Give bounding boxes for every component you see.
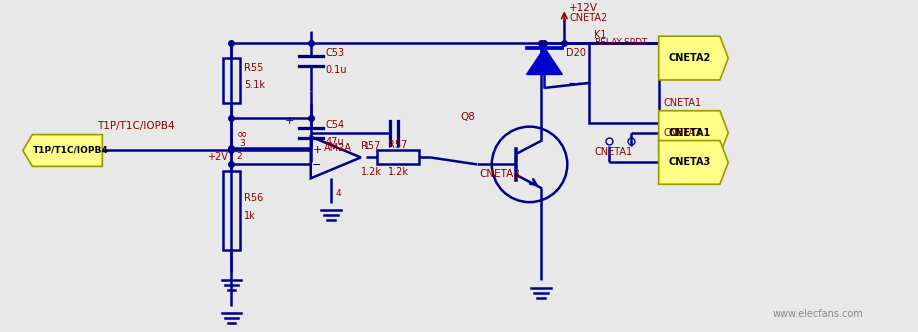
Bar [589, 43, 659, 123]
Text: CNETA1: CNETA1 [668, 127, 711, 137]
Text: CNETA1: CNETA1 [594, 147, 633, 157]
Polygon shape [659, 140, 728, 184]
Text: R57: R57 [388, 139, 408, 149]
Text: 1: 1 [364, 142, 370, 151]
Polygon shape [23, 134, 102, 166]
Text: 2: 2 [237, 152, 242, 161]
Polygon shape [659, 111, 728, 154]
Text: Q8: Q8 [460, 112, 475, 122]
Text: R57: R57 [361, 141, 380, 151]
Text: 3: 3 [240, 138, 245, 147]
Text: CNETA2: CNETA2 [569, 13, 608, 23]
Text: 5.1k: 5.1k [244, 80, 265, 90]
Text: C53: C53 [326, 48, 345, 58]
Text: −: − [312, 160, 321, 170]
Text: CNETA1: CNETA1 [664, 98, 701, 108]
Text: +: + [312, 145, 321, 155]
Text: 47u: 47u [326, 136, 344, 146]
Bar [377, 150, 419, 164]
Text: 1.2k: 1.2k [361, 167, 382, 177]
Text: 1.2k: 1.2k [387, 167, 409, 177]
Text: C54: C54 [326, 120, 345, 129]
Text: R55: R55 [244, 62, 263, 72]
Text: +12V: +12V [569, 3, 599, 13]
Text: CNETA3: CNETA3 [668, 157, 711, 167]
Text: CNETA3: CNETA3 [664, 127, 701, 137]
Text: T1P/T1C/IOPB4: T1P/T1C/IOPB4 [33, 146, 108, 155]
Text: R56: R56 [244, 193, 263, 203]
Polygon shape [527, 48, 563, 74]
Text: www.elecfans.com: www.elecfans.com [772, 309, 863, 319]
Text: RELAY-SPDT: RELAY-SPDT [594, 38, 647, 47]
Polygon shape [659, 36, 728, 80]
Text: CNETA3: CNETA3 [480, 169, 521, 179]
Text: +2V: +2V [207, 152, 228, 162]
Text: T1P/T1C/IOPB4: T1P/T1C/IOPB4 [97, 121, 175, 130]
Text: CNETA2: CNETA2 [668, 53, 711, 63]
Bar [222, 58, 241, 103]
Text: +: + [285, 116, 294, 125]
Text: ∞: ∞ [237, 127, 247, 140]
Text: K1: K1 [594, 30, 607, 40]
Text: 1k: 1k [244, 210, 256, 220]
Text: 4: 4 [336, 189, 341, 198]
Text: AM2A: AM2A [324, 143, 352, 153]
Text: 0.1u: 0.1u [326, 65, 347, 75]
Bar [222, 172, 241, 250]
Text: D20: D20 [566, 47, 587, 57]
